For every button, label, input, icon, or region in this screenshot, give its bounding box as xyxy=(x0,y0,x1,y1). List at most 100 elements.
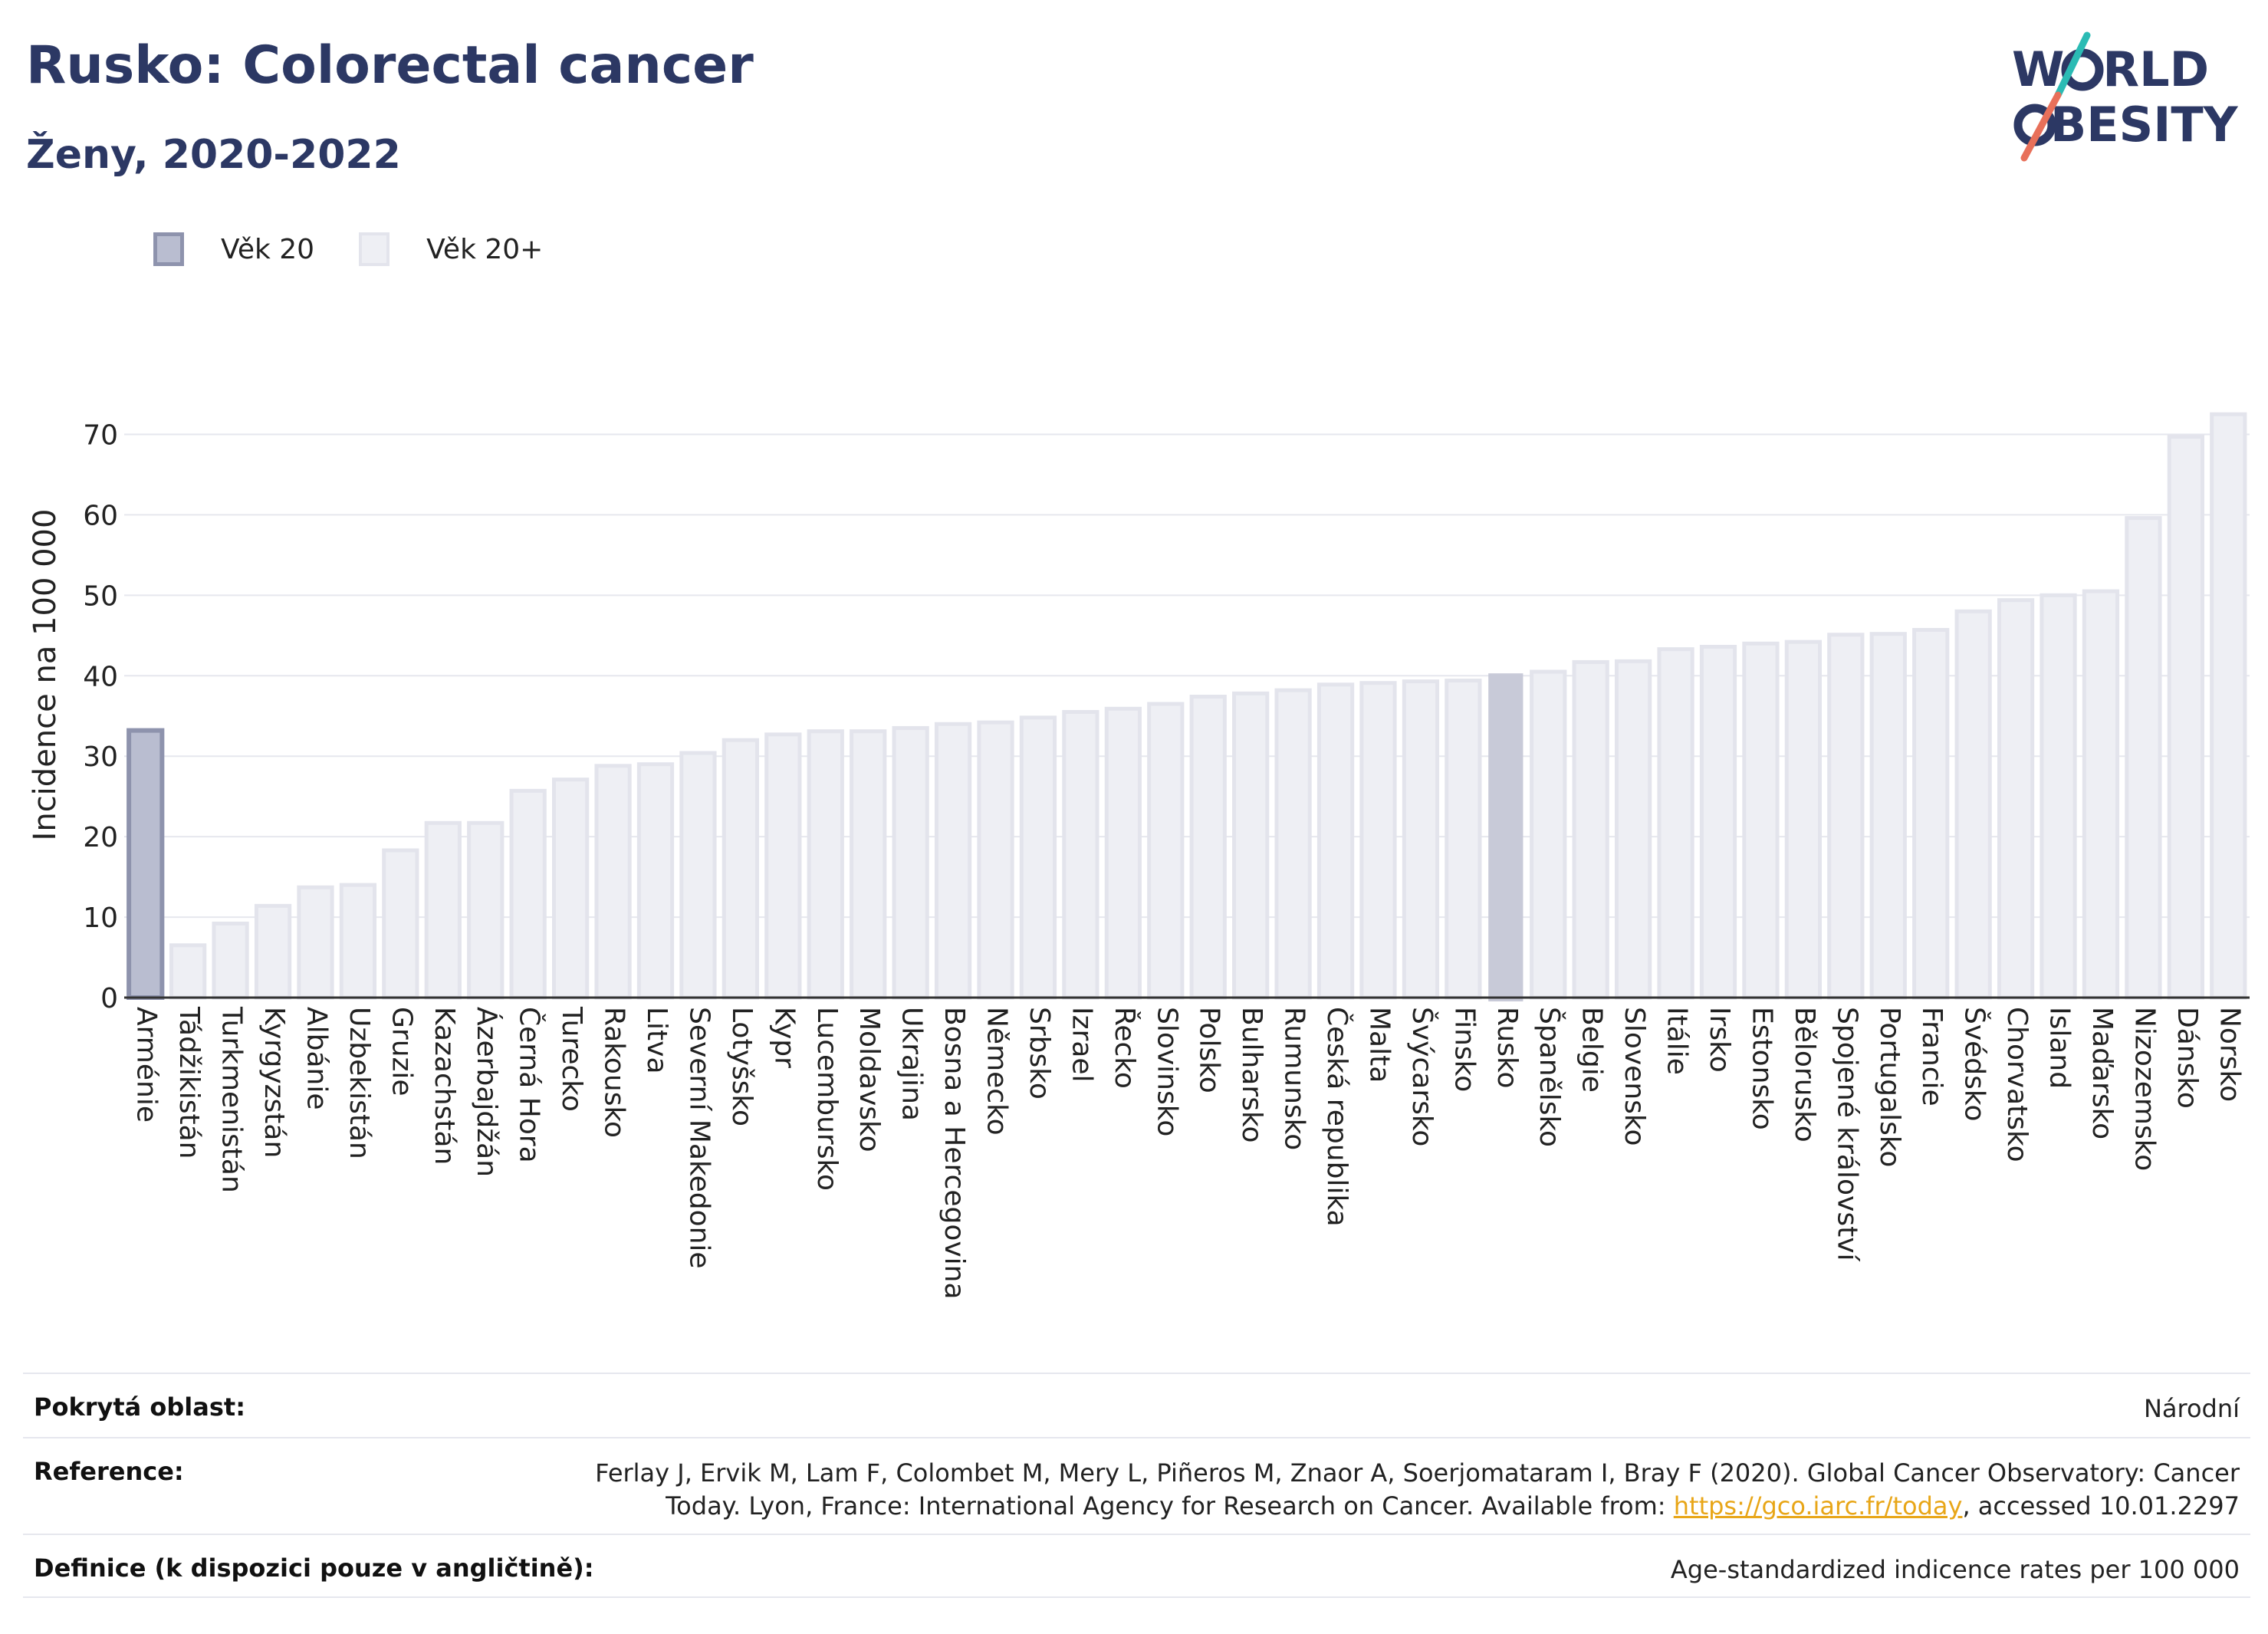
bar-chart: 0 10 20 30 40 50 60 70 Arménie Tádžikistán Turkme… xyxy=(28,412,2250,1300)
bar-22[interactable] xyxy=(1062,709,1099,1000)
bar-5[interactable] xyxy=(339,883,377,1000)
bar-16[interactable] xyxy=(807,729,844,1000)
y-tick-label: 40 xyxy=(83,661,118,692)
y-tick-label: 30 xyxy=(83,741,118,773)
bar-47[interactable] xyxy=(2125,516,2162,1000)
bar-29[interactable] xyxy=(1359,681,1397,1000)
bar-46[interactable] xyxy=(2082,589,2120,1000)
bar-6[interactable] xyxy=(382,848,419,1000)
bar-38[interactable] xyxy=(1742,641,1780,1000)
definition-value: Age-standardized indicence rates per 100… xyxy=(1670,1555,2240,1584)
x-tick-label: Bosna a Hercegovina xyxy=(938,1007,970,1300)
logo-slash-top xyxy=(2054,31,2091,99)
bar-48[interactable] xyxy=(2167,435,2204,1000)
bar-17[interactable] xyxy=(850,729,887,1000)
bar-10[interactable] xyxy=(551,778,590,1000)
logo-line1-b: RLD xyxy=(2102,41,2209,97)
bar-28[interactable] xyxy=(1316,682,1355,1000)
x-tick-label: Arménie xyxy=(131,1007,163,1123)
bar-9[interactable] xyxy=(509,788,547,1000)
bar-0[interactable] xyxy=(127,728,165,1000)
logo-slash-bottom xyxy=(2020,91,2062,162)
bar-14[interactable] xyxy=(721,738,760,1000)
x-tick-label: Lotyšsko xyxy=(726,1007,758,1126)
chart-legend: Věk 20 Věk 20+ xyxy=(153,228,587,270)
bar-21[interactable] xyxy=(1019,715,1057,1000)
x-tick-label: Tádžikistán xyxy=(173,1006,205,1159)
bar-41[interactable] xyxy=(1869,632,1907,1000)
bar-26[interactable] xyxy=(1232,691,1270,1000)
bar-4[interactable] xyxy=(297,885,334,1000)
bar-11[interactable] xyxy=(594,764,632,1000)
bar-34[interactable] xyxy=(1572,659,1609,1000)
x-tick-label: Černá Hora xyxy=(514,1007,546,1163)
bar-37[interactable] xyxy=(1699,644,1737,1000)
x-tick-label: Turkmenistán xyxy=(216,1006,248,1193)
x-tick-label: Francie xyxy=(1916,1007,1948,1106)
reference-link[interactable]: https://gco.iarc.fr/today xyxy=(1673,1491,1963,1521)
bar-2[interactable] xyxy=(212,921,249,1000)
bar-31[interactable] xyxy=(1445,679,1482,1000)
bar-18[interactable] xyxy=(892,725,929,1000)
bar-27[interactable] xyxy=(1274,688,1312,1000)
bar-39[interactable] xyxy=(1784,639,1823,1000)
bar-7[interactable] xyxy=(424,820,462,1000)
x-tick-label: Litva xyxy=(641,1007,672,1074)
bar-19[interactable] xyxy=(934,722,972,1000)
x-tick-label: Belgie xyxy=(1576,1007,1608,1093)
x-tick-label: Severní Makedonie xyxy=(683,1007,715,1269)
bar-33[interactable] xyxy=(1530,669,1567,1000)
y-tick-label: 0 xyxy=(100,983,118,1014)
x-tick-label: Švédsko xyxy=(1959,1007,1991,1122)
x-tick-label: Ázerbajdžán xyxy=(471,1007,503,1177)
reference-accessed: , accessed 10.01.2297 xyxy=(1962,1491,2240,1521)
logo-line2-b: BESITY xyxy=(2050,97,2239,153)
footer-row-coverage: Pokrytá oblast: Národní xyxy=(23,1373,2250,1437)
y-tick-label: 50 xyxy=(83,580,118,612)
x-tick-label: Polsko xyxy=(1194,1007,1225,1093)
bar-13[interactable] xyxy=(679,751,717,1000)
legend-swatch-age20plus xyxy=(359,232,390,266)
bar-49[interactable] xyxy=(2210,412,2247,1000)
bar-43[interactable] xyxy=(1954,609,1992,1000)
coverage-value: Národní xyxy=(2143,1394,2240,1423)
info-footer: Pokrytá oblast: Národní Reference: Ferla… xyxy=(23,1373,2250,1598)
x-tick-label: Malta xyxy=(1363,1007,1395,1083)
bar-15[interactable] xyxy=(764,732,802,1000)
bar-23[interactable] xyxy=(1104,706,1142,1000)
x-tick-label: Uzbekistán xyxy=(343,1007,375,1159)
bar-20[interactable] xyxy=(977,720,1014,1000)
bar-40[interactable] xyxy=(1827,633,1865,1000)
x-tick-label: Slovinsko xyxy=(1151,1007,1182,1136)
reference-text: Ferlay J, Ervik M, Lam F, Colombet M, Me… xyxy=(595,1458,2240,1521)
legend-label-age20: Věk 20 xyxy=(221,233,315,265)
bar-44[interactable] xyxy=(1997,598,2035,1000)
bar-12[interactable] xyxy=(636,762,675,1000)
bar-36[interactable] xyxy=(1657,647,1694,1000)
x-tick-label: Itálie xyxy=(1662,1007,1693,1075)
bar-1[interactable] xyxy=(169,943,207,1000)
x-tick-label: Island xyxy=(2044,1007,2076,1089)
x-tick-label: Moldavsko xyxy=(853,1007,885,1152)
x-tick-label: Gruzie xyxy=(386,1007,417,1096)
bar-35[interactable] xyxy=(1614,659,1652,1000)
x-tick-label: Lucembursko xyxy=(811,1007,843,1191)
bar-3[interactable] xyxy=(254,903,292,1000)
bar-45[interactable] xyxy=(2040,593,2077,1000)
x-tick-label: Chorvatsko xyxy=(2001,1007,2033,1162)
y-tick-label: 70 xyxy=(83,419,118,451)
bar-30[interactable] xyxy=(1402,679,1440,1000)
x-tick-label: Albánie xyxy=(301,1007,332,1110)
x-tick-label: Kyrgyzstán xyxy=(258,1007,290,1158)
bar-25[interactable] xyxy=(1189,695,1227,1000)
legend-item-age20[interactable]: Věk 20 xyxy=(153,232,314,266)
bar-8[interactable] xyxy=(467,820,505,1000)
bar-24[interactable] xyxy=(1147,702,1185,1000)
x-tick-label: Ukrajina xyxy=(896,1007,928,1121)
x-tick-label: Španělsko xyxy=(1533,1007,1566,1147)
x-tick-label: Dánsko xyxy=(2171,1007,2203,1109)
x-tick-label: Izrael xyxy=(1066,1007,1097,1083)
legend-item-age20plus[interactable]: Věk 20+ xyxy=(359,232,543,266)
bar-32[interactable] xyxy=(1488,673,1524,1001)
bar-42[interactable] xyxy=(1912,627,1950,1000)
